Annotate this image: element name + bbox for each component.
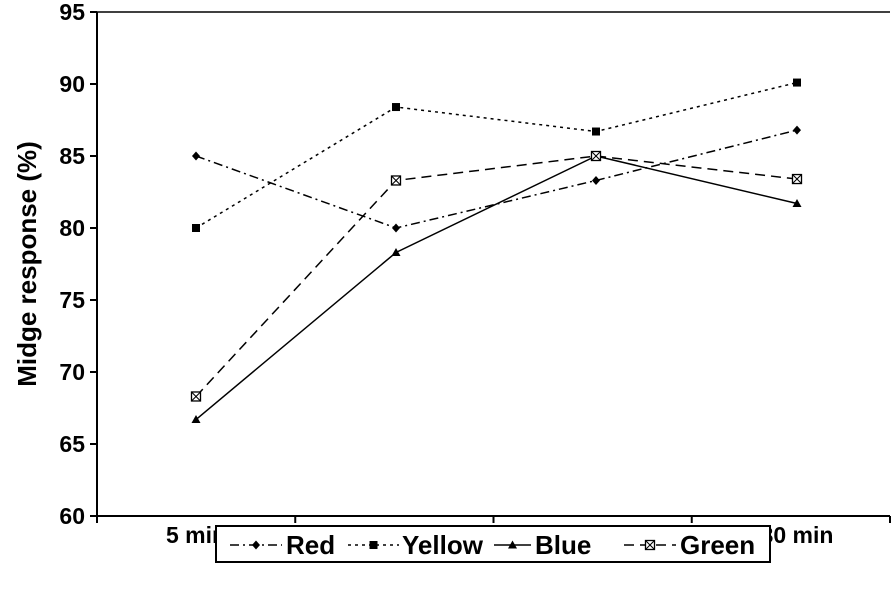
legend-label-red: Red [286, 530, 335, 560]
y-tick-label: 75 [59, 287, 85, 313]
legend-marker-red [252, 540, 260, 550]
legend: Red Yellow Blue Green [215, 525, 771, 563]
series-yellow [192, 78, 801, 232]
data-point-red [192, 151, 200, 161]
legend-label-blue: Blue [535, 530, 591, 560]
series-line-green [195, 155, 798, 397]
series-line-yellow [195, 81, 798, 229]
plot-frame [96, 11, 890, 517]
y-tick-label: 60 [59, 503, 85, 529]
legend-entry-blue: Blue [494, 530, 591, 560]
data-point-green [190, 391, 202, 402]
legend-entry-yellow: Yellow [348, 530, 484, 560]
series-line-blue [195, 155, 798, 421]
data-point-green [390, 175, 402, 186]
legend-box [215, 525, 771, 563]
data-point-yellow [592, 127, 600, 136]
data-point-red [392, 223, 400, 233]
y-axis-ticks: 60 65 70 75 80 85 90 95 [59, 0, 97, 529]
y-axis-title: Midge response (%) [12, 141, 42, 387]
data-point-blue [391, 247, 401, 256]
series-blue [191, 151, 802, 424]
series-red [192, 125, 801, 233]
data-point-yellow [192, 224, 200, 232]
y-tick-label: 65 [59, 431, 85, 457]
legend-marker-blue [508, 540, 517, 549]
series-green [190, 150, 803, 402]
legend-marker-green [644, 539, 656, 551]
legend-marker-yellow [369, 541, 378, 549]
legend-entry-red: Red [230, 530, 335, 560]
data-point-yellow [793, 78, 801, 87]
data-point-green [791, 173, 803, 185]
data-point-yellow [392, 103, 400, 112]
x-tick-label: 30 min [761, 522, 834, 548]
series-line-red [195, 129, 798, 229]
y-tick-label: 95 [59, 0, 85, 25]
series-layer [190, 78, 803, 424]
y-tick-label: 80 [59, 215, 85, 241]
data-point-red [592, 175, 600, 185]
data-point-green [590, 150, 602, 162]
y-tick-label: 90 [59, 71, 85, 97]
legend-label-green: Green [680, 530, 755, 560]
data-point-blue [792, 199, 802, 208]
y-tick-label: 70 [59, 359, 85, 385]
legend-label-yellow: Yellow [402, 530, 484, 560]
y-tick-label: 85 [59, 143, 85, 169]
data-point-blue [191, 415, 201, 424]
data-point-red [793, 125, 801, 135]
legend-entry-green: Green [624, 530, 755, 560]
